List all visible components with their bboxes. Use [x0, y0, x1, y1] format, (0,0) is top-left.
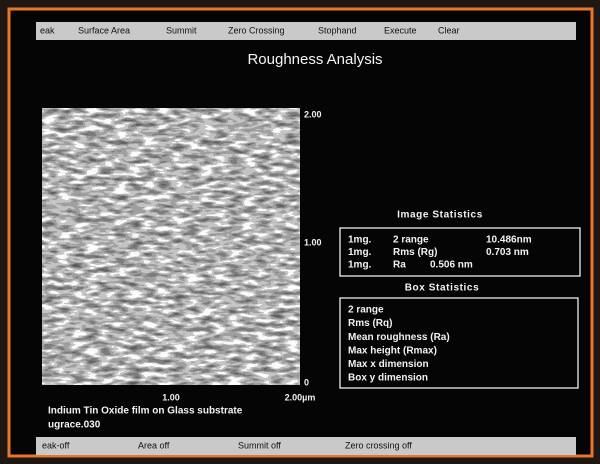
stat-cell: 0.506 nm — [430, 260, 473, 271]
status-item[interactable]: eak-off — [42, 440, 70, 450]
stat-cell: 0.703 nm — [486, 247, 529, 258]
stat-cell: 2 range — [393, 235, 429, 246]
stat-cell: Rms (Rg) — [393, 247, 437, 258]
image-statistics: 1mg. 2 range 10.486nm 1mg. Rms (Rg) 0.703 nm 1… — [348, 235, 532, 271]
stat-cell: 1mg. — [348, 260, 372, 271]
stat-cell: 10.486nm — [486, 235, 532, 246]
y-tick-label: 0 — [304, 377, 309, 387]
stat-item: Max height (Rmax) — [348, 345, 437, 356]
stat-item: Rms (Rq) — [348, 318, 392, 329]
menu-item[interactable]: Clear — [438, 25, 460, 35]
section-title: Image Statistics — [397, 210, 483, 221]
box-statistics: 2 range Rms (Rq) Mean roughness (Ra) Max he… — [348, 305, 450, 384]
menu-item[interactable]: Summit — [166, 25, 197, 35]
x-tick-label: 1.00 — [162, 392, 180, 402]
y-tick-label: 1.00 — [304, 237, 322, 247]
stat-cell: 1mg. — [348, 247, 372, 258]
y-tick-label: 2.00 — [304, 109, 322, 119]
menu-bar — [36, 22, 576, 40]
stat-item: 2 range — [348, 305, 384, 316]
menu-items: eak Surface Area Summit Zero Crossing Stopha… — [40, 25, 460, 35]
stats-box — [339, 297, 579, 389]
afm-image — [42, 108, 300, 385]
status-items: eak-off Area off Summit off Zero crossing o… — [42, 440, 412, 450]
menu-item[interactable]: eak — [40, 25, 55, 35]
status-item[interactable]: Summit off — [238, 440, 281, 450]
stats-box — [339, 227, 581, 277]
menu-item[interactable]: Surface Area — [78, 25, 130, 35]
title: Roughness Analysis — [247, 51, 382, 68]
menu-item[interactable]: Zero Crossing — [228, 25, 285, 35]
menu-item[interactable]: Execute — [384, 25, 417, 35]
stat-item: Box y dimension — [348, 373, 428, 384]
stat-item: Max x dimension — [348, 359, 429, 370]
status-item[interactable]: Area off — [138, 440, 170, 450]
status-bar — [36, 437, 576, 455]
stat-item: Mean roughness (Ra) — [348, 332, 450, 343]
section-title: Box Statistics — [405, 283, 480, 294]
caption: Indium Tin Oxide film on Glass substrate — [48, 406, 243, 417]
stat-cell: 1mg. — [348, 235, 372, 246]
menu-item[interactable]: Stophand — [318, 25, 357, 35]
x-tick-label: 2.00µm — [285, 392, 316, 402]
stat-cell: Ra — [393, 260, 406, 271]
caption: ugrace.030 — [48, 420, 101, 431]
status-item[interactable]: Zero crossing off — [345, 440, 412, 450]
